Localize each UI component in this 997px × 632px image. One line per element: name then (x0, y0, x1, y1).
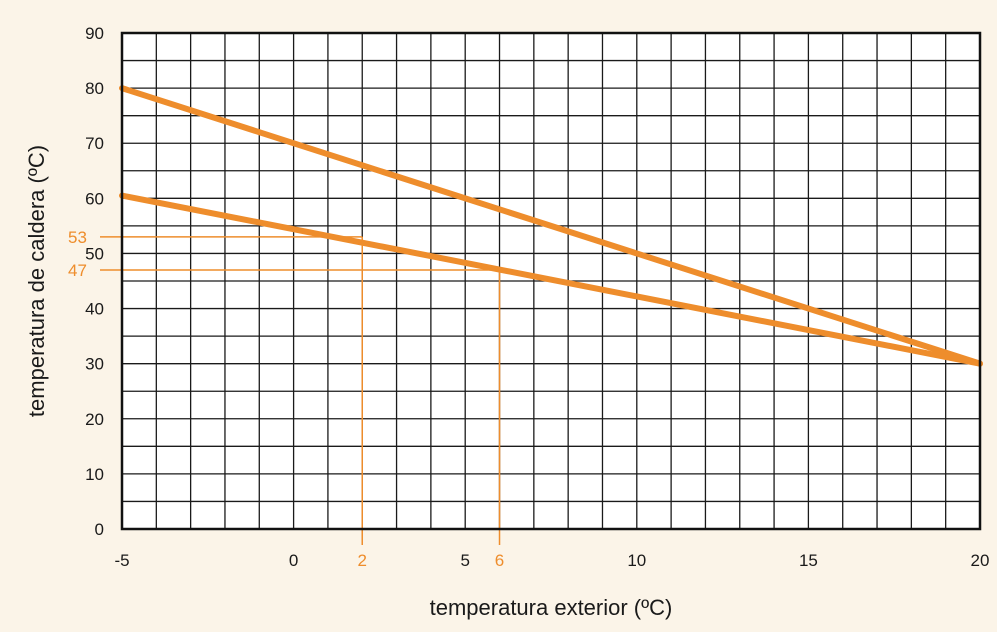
x-tick-label: 20 (971, 551, 990, 570)
x-tick-label: 10 (627, 551, 646, 570)
reference-x-label: 2 (358, 551, 367, 570)
y-tick-label: 70 (85, 134, 104, 153)
y-tick-label: 60 (85, 189, 104, 208)
y-tick-label: 50 (85, 244, 104, 263)
reference-labels: 53 2 47 6 (68, 228, 504, 570)
series-line (119, 192, 983, 367)
reference-y-label: 47 (68, 261, 87, 280)
y-tick-label: 90 (85, 24, 104, 43)
x-tick-label: -5 (114, 551, 129, 570)
y-tick-label: 10 (85, 465, 104, 484)
y-tick-label: 20 (85, 410, 104, 429)
y-tick-label: 80 (85, 79, 104, 98)
x-tick-label: 15 (799, 551, 818, 570)
y-tick-label: 30 (85, 355, 104, 374)
reference-x-label: 6 (495, 551, 504, 570)
x-tick-label: 5 (460, 551, 469, 570)
plot-frame (120, 31, 982, 531)
x-axis-title: temperatura exterior (ºC) (430, 595, 673, 620)
series-group (119, 85, 983, 367)
y-axis-title: temperatura de caldera (ºC) (24, 145, 49, 417)
y-tick-labels: 0 10 20 30 40 50 60 70 80 90 (85, 24, 104, 539)
x-tick-labels: -5 0 5 10 15 20 (114, 551, 989, 570)
y-tick-label: 40 (85, 300, 104, 319)
series-line (119, 85, 983, 367)
x-tick-label: 0 (289, 551, 298, 570)
reference-y-label: 53 (68, 228, 87, 247)
y-tick-label: 0 (95, 520, 104, 539)
